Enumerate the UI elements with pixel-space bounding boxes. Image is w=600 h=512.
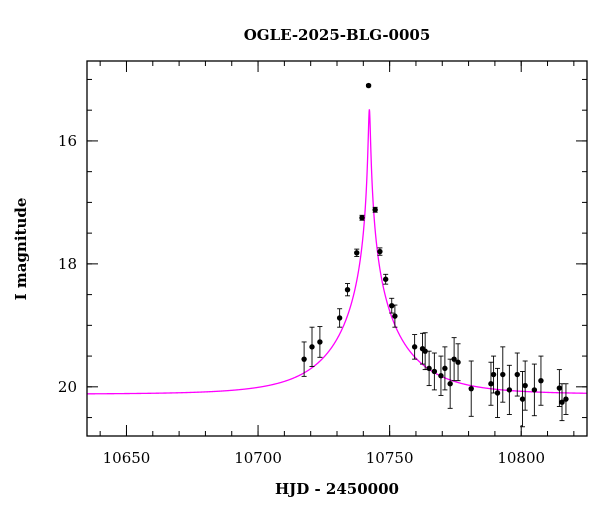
- chart-title: OGLE-2025-BLG-0005: [244, 26, 431, 44]
- data-point: [519, 396, 526, 402]
- y-axis-label: I magnitude: [12, 198, 30, 301]
- data-point: [438, 373, 444, 379]
- data-point: [488, 381, 494, 387]
- data-point: [490, 371, 497, 378]
- data-point: [411, 344, 418, 350]
- model-curve-group: [87, 109, 587, 395]
- x-tick-label: 10650: [103, 449, 151, 467]
- x-axis-label: HJD - 2450000: [275, 480, 399, 498]
- x-tick-label: 10800: [497, 449, 545, 467]
- data-point: [365, 82, 372, 89]
- data-point: [389, 302, 395, 309]
- model-curve: [87, 109, 587, 395]
- data-point: [442, 365, 448, 372]
- axis-ticks: 10650 10700 10750 10800 16 18 20: [58, 61, 587, 467]
- data-point: [455, 359, 461, 365]
- x-tick-label: 10700: [234, 449, 282, 467]
- data-point: [468, 385, 474, 392]
- plot-frame: [86, 60, 588, 437]
- data-point: [447, 381, 453, 387]
- data-points-group: [301, 82, 569, 428]
- x-tick-label: 10750: [366, 449, 414, 467]
- data-point: [309, 344, 315, 350]
- data-point: [522, 382, 528, 389]
- data-point: [344, 286, 351, 293]
- y-tick-label: 18: [58, 255, 77, 273]
- data-point: [382, 276, 389, 282]
- data-point: [556, 385, 563, 391]
- data-point: [451, 356, 457, 362]
- data-point: [359, 215, 365, 221]
- data-point: [426, 365, 432, 372]
- data-point: [354, 250, 360, 256]
- data-point: [494, 390, 501, 396]
- data-point: [377, 248, 383, 255]
- data-point: [301, 356, 307, 362]
- data-point: [506, 387, 513, 393]
- data-point: [372, 207, 378, 213]
- data-point: [317, 339, 323, 345]
- y-tick-label: 16: [58, 132, 77, 150]
- data-point: [538, 377, 544, 384]
- data-point: [500, 371, 506, 378]
- data-point: [392, 313, 398, 319]
- data-point: [422, 348, 428, 354]
- data-point: [514, 371, 520, 378]
- data-point: [531, 387, 538, 393]
- data-point: [431, 368, 438, 375]
- y-tick-label: 20: [58, 378, 77, 396]
- data-point: [336, 315, 343, 321]
- data-point: [563, 396, 569, 402]
- data-point: [559, 399, 565, 405]
